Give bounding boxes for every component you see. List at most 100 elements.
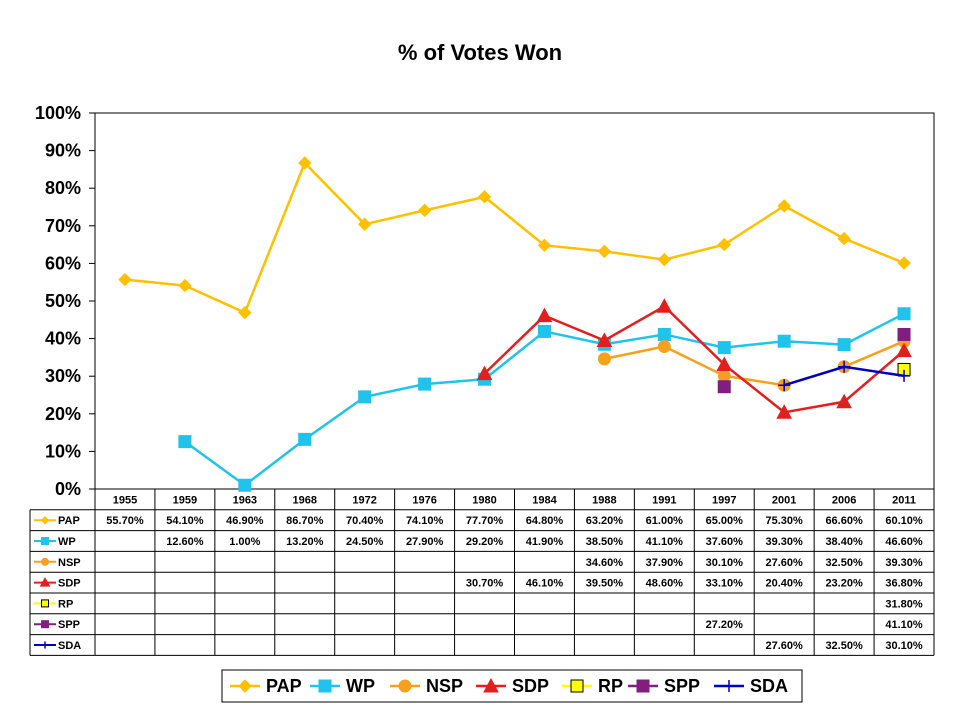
y-tick-label: 40% — [45, 329, 81, 349]
data-point-pap — [537, 238, 552, 253]
data-label: 37.90% — [646, 557, 684, 569]
y-tick-label: 80% — [45, 178, 81, 198]
data-point-wp — [358, 390, 372, 404]
table-key-marker — [41, 641, 49, 649]
data-label: 41.90% — [526, 536, 564, 548]
data-point-sdp — [536, 307, 553, 323]
table-row-label: WP — [58, 536, 76, 548]
table-row-label: NSP — [58, 557, 81, 569]
x-category-label: 1997 — [712, 494, 736, 506]
data-label: 34.60% — [586, 557, 624, 569]
data-label: 20.40% — [766, 578, 804, 590]
table-key-marker — [39, 577, 51, 587]
data-point-sdp — [776, 404, 793, 419]
data-label: 27.60% — [766, 640, 804, 652]
data-point-wp — [657, 327, 671, 341]
data-label: 23.20% — [825, 578, 863, 590]
table-row-label: PAP — [58, 515, 80, 527]
data-label: 48.60% — [646, 578, 684, 590]
y-tick-label: 60% — [45, 253, 81, 273]
table-row-label: SDA — [58, 640, 81, 652]
x-category-label: 1991 — [652, 494, 676, 506]
data-point-pap — [717, 237, 731, 252]
table-row-label: SDP — [58, 578, 81, 590]
x-category-label: 2011 — [892, 494, 916, 506]
table-key-marker — [40, 515, 50, 525]
data-point-wp — [837, 338, 851, 352]
data-label: 13.20% — [286, 536, 324, 548]
data-label: 60.10% — [885, 515, 923, 527]
data-point-wp — [238, 478, 252, 492]
y-tick-label: 10% — [45, 441, 81, 461]
data-point-wp — [418, 377, 432, 391]
data-point-pap — [238, 305, 252, 320]
data-label: 64.80% — [526, 515, 564, 527]
data-point-sdp — [896, 342, 912, 358]
data-point-wp — [897, 307, 911, 321]
data-label: 54.10% — [166, 515, 204, 527]
data-point-wp — [777, 334, 791, 348]
data-point-sdp — [836, 393, 852, 409]
data-label: 63.20% — [586, 515, 624, 527]
data-point-spp — [717, 380, 731, 394]
data-point-pap — [178, 278, 192, 293]
x-category-label: 1972 — [352, 494, 376, 506]
data-label: 65.00% — [706, 515, 744, 527]
series-line-sdp — [483, 304, 905, 414]
table-row-label: RP — [58, 598, 73, 610]
legend-label: PAP — [266, 676, 302, 696]
data-point-sdp — [476, 365, 493, 381]
data-label: 31.80% — [885, 598, 923, 610]
data-point-sda — [838, 360, 851, 373]
data-label: 39.50% — [586, 578, 624, 590]
data-point-wp — [717, 341, 731, 355]
data-label: 1.00% — [229, 536, 260, 548]
legend-key-marker — [636, 679, 650, 693]
data-label: 41.10% — [885, 619, 923, 631]
y-tick-label: 90% — [45, 141, 81, 161]
data-label: 55.70% — [106, 515, 144, 527]
x-category-label: 1980 — [472, 494, 496, 506]
data-label: 86.70% — [286, 515, 324, 527]
data-label: 29.20% — [466, 536, 504, 548]
legend-key-marker — [238, 679, 252, 693]
data-label: 39.30% — [885, 557, 923, 569]
data-point-nsp — [657, 339, 671, 353]
data-label: 46.60% — [885, 536, 923, 548]
x-category-label: 1963 — [233, 494, 257, 506]
data-label: 46.90% — [226, 515, 264, 527]
data-label: 30.10% — [885, 640, 923, 652]
data-label: 33.10% — [706, 578, 744, 590]
series-line-wp — [184, 312, 905, 487]
table-key-marker — [41, 557, 49, 566]
legend-label: SPP — [664, 676, 700, 696]
x-category-label: 1984 — [532, 494, 557, 506]
legend-label: RP — [598, 676, 623, 696]
data-label: 66.60% — [825, 515, 863, 527]
data-point-sda — [898, 369, 911, 382]
legend-label: NSP — [426, 676, 463, 696]
data-point-nsp — [717, 369, 731, 383]
data-point-pap — [357, 217, 372, 232]
data-point-wp — [178, 435, 192, 449]
data-label: 27.90% — [406, 536, 444, 548]
data-point-pap — [477, 190, 492, 204]
table-row-label: SPP — [58, 619, 80, 631]
legend-key-marker — [483, 677, 499, 693]
data-label: 30.10% — [706, 557, 744, 569]
x-category-label: 1988 — [592, 494, 616, 506]
data-label: 46.10% — [526, 578, 564, 590]
legend-label: WP — [346, 676, 375, 696]
data-label: 61.00% — [646, 515, 684, 527]
table-key-marker — [41, 599, 49, 608]
data-point-nsp — [597, 352, 611, 366]
data-point-pap — [837, 231, 851, 246]
data-label: 24.50% — [346, 536, 384, 548]
data-label: 39.30% — [766, 536, 804, 548]
data-point-sda — [778, 379, 791, 392]
y-tick-label: 70% — [45, 216, 81, 236]
x-category-label: 2006 — [832, 494, 856, 506]
data-point-pap — [777, 199, 791, 213]
legend-key-marker — [570, 679, 584, 693]
data-point-pap — [657, 252, 672, 267]
